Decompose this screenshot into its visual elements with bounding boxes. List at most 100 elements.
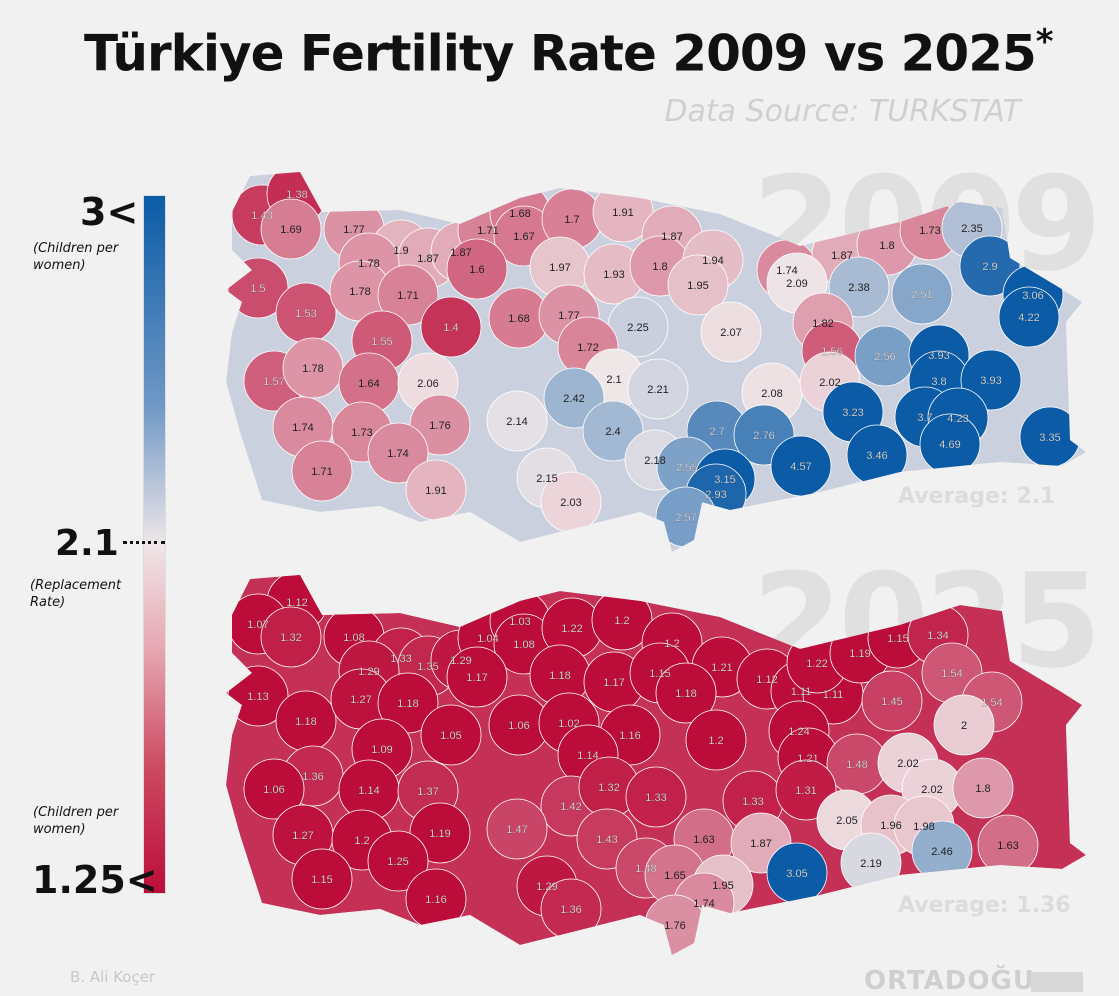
province-value-label: 1.08 [513, 639, 534, 651]
province-value-label: 1.91 [425, 485, 446, 497]
province-value-label: 4.23 [947, 413, 968, 425]
province-value-label: 1.11 [791, 686, 812, 698]
province-value-label: 1.8 [652, 261, 667, 273]
province-value-label: 1.54 [941, 668, 962, 680]
province-value-label: 1.72 [577, 342, 598, 354]
province-value-label: 2.09 [786, 278, 807, 290]
province-value-label: 1.87 [450, 247, 471, 259]
province-value-label: 2.02 [921, 784, 942, 796]
province-value-label: 1.48 [635, 863, 656, 875]
province-region [582, 400, 644, 462]
province-value-label: 1.15 [649, 668, 670, 680]
province-value-label: 1.53 [295, 308, 316, 320]
province-value-label: 1.2 [614, 615, 629, 627]
average-2009: Average: 2.1 [898, 484, 1056, 509]
province-value-label: 1.27 [292, 830, 313, 842]
province-value-label: 3.35 [1039, 432, 1060, 444]
province-value-label: 2 [961, 720, 967, 732]
province-value-label: 1.78 [349, 286, 370, 298]
data-source: Data Source: TURKSTAT [664, 94, 1021, 129]
province-value-label: 1.78 [302, 363, 323, 375]
province-value-label: 2.03 [560, 497, 581, 509]
province-value-label: 1.12 [756, 674, 777, 686]
province-value-label: 1.19 [849, 648, 870, 660]
province-region [243, 758, 305, 820]
province-value-label: 1.34 [927, 630, 948, 642]
province-value-label: 1.56 [821, 346, 842, 358]
province-value-label: 1.17 [603, 677, 624, 689]
province-value-label: 1.16 [619, 730, 640, 742]
province-region [291, 848, 353, 910]
province-value-label: 1.09 [371, 744, 392, 756]
province-value-label: 2.15 [536, 473, 557, 485]
author-credit: B. Ali Koçer [70, 968, 156, 986]
province-value-label: 1.95 [712, 880, 733, 892]
province-value-label: 1.43 [251, 210, 272, 222]
title-asterisk: * [1035, 22, 1054, 62]
province-value-label: 1.71 [477, 225, 498, 237]
province-value-label: 1.04 [477, 633, 498, 645]
province-value-label: 1.2 [664, 638, 679, 650]
province-value-label: 1.27 [350, 694, 371, 706]
province-value-label: 2.46 [931, 846, 952, 858]
province-region [700, 301, 762, 363]
province-region [420, 704, 482, 766]
province-value-label: 1.02 [558, 718, 579, 730]
province-value-label: 1.48 [846, 759, 867, 771]
province-region [377, 672, 439, 734]
province-value-label: 1.17 [466, 672, 487, 684]
province-value-label: 1.2 [708, 735, 723, 747]
province-value-label: 2.4 [605, 426, 620, 438]
province-value-label: 1.74 [693, 898, 714, 910]
province-value-label: 1.67 [513, 231, 534, 243]
province-value-label: 1.06 [263, 784, 284, 796]
province-value-label: 1.12 [286, 597, 307, 609]
province-value-label: 1.87 [750, 838, 771, 850]
province-value-label: 1.13 [247, 691, 268, 703]
province-value-label: 1.68 [508, 313, 529, 325]
province-value-label: 2.51 [911, 289, 932, 301]
province-value-label: 1.8 [879, 240, 894, 252]
province-value-label: 2.02 [897, 758, 918, 770]
province-value-label: 2.55 [676, 462, 697, 474]
province-value-label: 1.64 [358, 378, 379, 390]
province-region [367, 830, 429, 892]
province-region [959, 235, 1021, 297]
province-value-label: 1.87 [417, 253, 438, 265]
province-value-label: 1.18 [397, 698, 418, 710]
province-value-label: 1.7 [564, 214, 579, 226]
province-region [377, 264, 439, 326]
province-value-label: 1.97 [549, 262, 570, 274]
province-value-label: 1.22 [561, 623, 582, 635]
province-value-label: 1.65 [664, 870, 685, 882]
province-region [685, 709, 747, 771]
province-value-label: 1.63 [997, 840, 1018, 852]
legend-top-note: (Children per women) [33, 241, 119, 273]
province-region [486, 798, 548, 860]
province-value-label: 1.37 [417, 786, 438, 798]
province-region [933, 694, 995, 756]
replacement-rate-marker [123, 541, 165, 544]
province-value-label: 1.36 [302, 771, 323, 783]
province-value-label: 2.21 [647, 384, 668, 396]
province-value-label: 1.15 [887, 633, 908, 645]
province-value-label: 1.77 [558, 310, 579, 322]
province-value-label: 1.31 [795, 785, 816, 797]
province-value-label: 2.35 [961, 223, 982, 235]
province-value-label: 2.76 [753, 430, 774, 442]
province-value-label: 1.4 [443, 322, 458, 334]
province-value-label: 1.69 [280, 224, 301, 236]
province-value-label: 1.11 [823, 689, 844, 701]
province-value-label: 1.96 [880, 820, 901, 832]
province-region [655, 662, 717, 724]
province-value-label: 1.94 [702, 255, 723, 267]
province-value-label: 1.54 [981, 697, 1002, 709]
legend-mid-label: 2.1 [55, 523, 119, 564]
province-value-label: 1.42 [560, 801, 581, 813]
province-value-label: 2.19 [860, 858, 881, 870]
province-value-label: 1.16 [425, 894, 446, 906]
province-region [260, 198, 322, 260]
province-value-label: 2.7 [709, 426, 724, 438]
province-region [625, 766, 687, 828]
